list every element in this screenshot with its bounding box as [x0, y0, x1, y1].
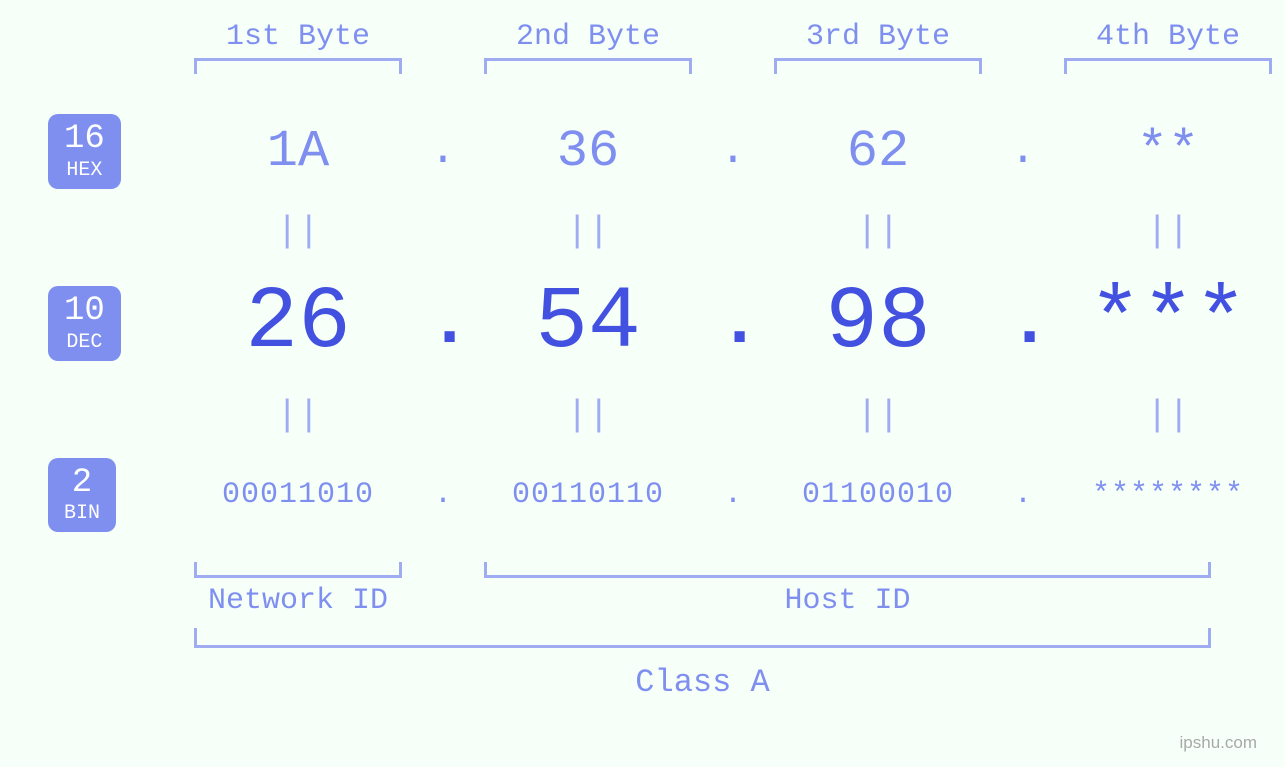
hex-badge-sub: HEX: [64, 160, 105, 181]
host-id-label: Host ID: [458, 578, 1237, 618]
dec-byte-1: 26: [168, 274, 428, 373]
class-label: Class A: [168, 658, 1237, 701]
bin-byte-1: 00011010: [168, 478, 428, 512]
dot-icon: .: [1008, 126, 1038, 176]
top-brackets-row: [48, 58, 1237, 74]
dot-icon: .: [718, 478, 748, 512]
top-bracket-1: [194, 58, 402, 74]
dot-icon: .: [718, 282, 748, 364]
dec-byte-4: ***: [1038, 274, 1285, 373]
equals-icon: ||: [168, 211, 428, 252]
dec-row: 10 DEC 26 . 54 . 98 . ***: [48, 274, 1237, 373]
hex-badge: 16 HEX: [48, 114, 121, 189]
hex-byte-1: 1A: [168, 122, 428, 181]
dot-icon: .: [718, 126, 748, 176]
network-id-bracket: [194, 562, 402, 578]
class-bracket-row: [48, 628, 1237, 648]
hex-byte-2: 36: [458, 122, 718, 181]
hex-byte-4: **: [1038, 122, 1285, 181]
network-id-label: Network ID: [168, 578, 428, 618]
equals-icon: ||: [1038, 211, 1285, 252]
byte-labels-row: 1st Byte 2nd Byte 3rd Byte 4th Byte: [48, 20, 1237, 58]
equals-icon: ||: [1038, 395, 1285, 436]
dot-icon: .: [428, 478, 458, 512]
bin-byte-3: 01100010: [748, 478, 1008, 512]
equals-icon: ||: [458, 211, 718, 252]
bin-row: 2 BIN 00011010 . 00110110 . 01100010 . *…: [48, 458, 1237, 533]
equals-row-2: || || || ||: [48, 395, 1237, 436]
byte-label-2: 2nd Byte: [458, 20, 718, 58]
equals-icon: ||: [748, 395, 1008, 436]
dot-icon: .: [1008, 282, 1038, 364]
id-labels-row: Network ID Host ID: [48, 578, 1237, 618]
dec-badge-num: 10: [64, 294, 105, 330]
hex-badge-num: 16: [64, 122, 105, 158]
top-bracket-2: [484, 58, 692, 74]
bin-badge-num: 2: [64, 466, 100, 502]
hex-byte-3: 62: [748, 122, 1008, 181]
byte-label-4: 4th Byte: [1038, 20, 1285, 58]
top-bracket-4: [1064, 58, 1272, 74]
id-brackets-row: [48, 562, 1237, 578]
equals-row-1: || || || ||: [48, 211, 1237, 252]
dec-byte-3: 98: [748, 274, 1008, 373]
class-label-row: Class A: [48, 658, 1237, 701]
byte-label-1: 1st Byte: [168, 20, 428, 58]
class-bracket: [194, 628, 1211, 648]
dec-byte-2: 54: [458, 274, 718, 373]
dot-icon: .: [428, 282, 458, 364]
watermark: ipshu.com: [1180, 733, 1257, 753]
hex-row: 16 HEX 1A . 36 . 62 . **: [48, 114, 1237, 189]
host-id-bracket: [484, 562, 1211, 578]
top-bracket-3: [774, 58, 982, 74]
equals-icon: ||: [748, 211, 1008, 252]
ip-diagram: 1st Byte 2nd Byte 3rd Byte 4th Byte 16 H…: [0, 0, 1285, 701]
bin-byte-2: 00110110: [458, 478, 718, 512]
dec-badge: 10 DEC: [48, 286, 121, 361]
equals-icon: ||: [168, 395, 428, 436]
bin-badge: 2 BIN: [48, 458, 116, 533]
dot-icon: .: [428, 126, 458, 176]
dec-badge-sub: DEC: [64, 332, 105, 353]
bin-badge-sub: BIN: [64, 503, 100, 524]
byte-label-3: 3rd Byte: [748, 20, 1008, 58]
bin-byte-4: ********: [1038, 478, 1285, 512]
equals-icon: ||: [458, 395, 718, 436]
dot-icon: .: [1008, 478, 1038, 512]
